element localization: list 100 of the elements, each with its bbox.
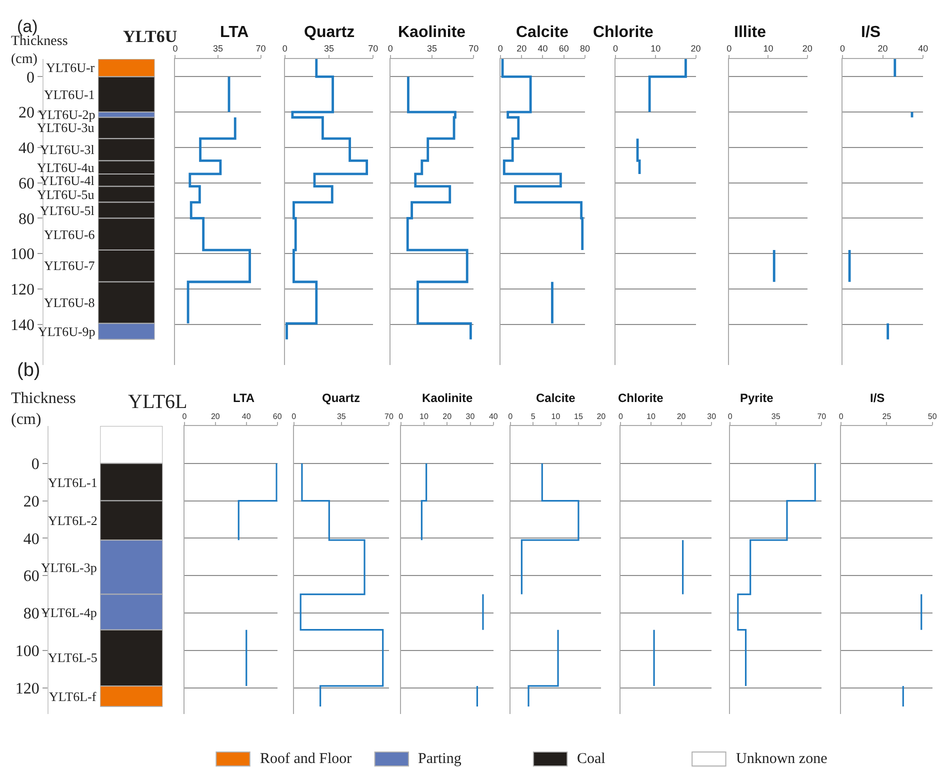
x-tick-label: 10 [650, 43, 661, 54]
series-label: YLT6U-5u [37, 187, 95, 202]
series-label: YLT6U-6 [44, 227, 96, 242]
x-tick-label: 0 [838, 412, 844, 421]
chart-title: LTA [233, 391, 255, 405]
y-tick-label: 120 [15, 680, 40, 698]
x-tick-label: 35 [212, 43, 224, 54]
x-tick-label: 40 [242, 412, 252, 421]
chart-title: Calcite [536, 391, 576, 405]
x-tick-label: 20 [878, 43, 888, 54]
x-tick-label: 0 [728, 412, 733, 421]
chart-title: Kaolinite [422, 391, 473, 405]
x-tick-label: 25 [882, 412, 892, 421]
chart-title: I/S [861, 24, 881, 41]
y-axis-title: Thickness (cm) [11, 390, 76, 428]
category-label: Unknown zone [736, 751, 828, 767]
series-label: YLT6L-4p [41, 605, 97, 620]
y-tick-label: 0 [26, 69, 34, 86]
category-label: Roof and Floor [260, 751, 352, 767]
x-tick-label: 35 [771, 412, 781, 421]
x-tick-label: 0 [508, 412, 514, 421]
x-tick-label: 15 [574, 412, 584, 421]
chart-title: Kaolinite [398, 24, 466, 41]
series-label: YLT6U-3l [40, 142, 95, 157]
x-tick-label: 0 [172, 43, 178, 54]
y-tick-label: 0 [31, 456, 40, 473]
y-tick-label: 100 [10, 246, 34, 264]
chart-title: Pyrite [740, 391, 774, 405]
x-tick-label: 5 [530, 412, 536, 421]
x-tick-label: 35 [336, 412, 346, 421]
chart-title: Quartz [322, 391, 360, 405]
x-tick-label: 0 [292, 412, 297, 421]
y-tick-label: 80 [18, 210, 34, 228]
series-label: YLT6L-3p [41, 560, 97, 575]
x-tick-label: 0 [498, 43, 503, 54]
category-label: Coal [577, 751, 606, 767]
x-tick-label: 0 [726, 43, 732, 54]
x-tick-label: 60 [272, 412, 282, 421]
y-tick-label: 20 [23, 493, 40, 510]
x-tick-label: 35 [427, 43, 438, 54]
x-tick-label: 0 [182, 412, 188, 421]
chart-title: YLT6L [128, 391, 188, 413]
series-label: YLT6U-5l [40, 203, 95, 218]
y-tick-label: 40 [23, 530, 40, 548]
chart-title: Chlorite [593, 24, 654, 41]
x-tick-label: 30 [466, 412, 476, 421]
series-label: YLT6U-8 [44, 295, 95, 310]
x-tick-label: 60 [558, 43, 569, 54]
y-tick-label: 80 [23, 606, 40, 623]
x-tick-label: 20 [676, 412, 686, 421]
x-tick-label: 40 [538, 43, 548, 54]
series-label: YLT6L-1 [48, 475, 98, 490]
category-label: Parting [418, 751, 462, 767]
x-tick-label: 0 [398, 412, 404, 421]
x-tick-label: 20 [802, 43, 812, 54]
y-tick-label: 60 [18, 175, 34, 192]
y-tick-label: 40 [18, 140, 34, 158]
series-label: YLT6U-2p [38, 107, 96, 122]
text: (a) [17, 17, 38, 36]
x-tick-label: 80 [580, 43, 590, 54]
x-tick-label: 30 [707, 412, 717, 421]
x-tick-label: 70 [817, 412, 827, 421]
x-tick-label: 70 [384, 412, 394, 421]
y-tick-label: 20 [18, 104, 34, 122]
chart-title: I/S [870, 391, 885, 405]
x-tick-label: 20 [210, 412, 220, 421]
x-tick-label: 35 [324, 43, 334, 54]
x-tick-label: 70 [368, 43, 378, 54]
x-tick-label: 10 [763, 43, 774, 54]
series-label: YLT6U-4u [37, 160, 95, 175]
x-tick-label: 70 [468, 43, 479, 54]
x-tick-label: 10 [646, 412, 656, 421]
x-tick-label: 0 [618, 412, 624, 421]
chart-title: Chlorite [618, 391, 664, 405]
x-tick-label: 20 [516, 43, 527, 54]
x-tick-label: 50 [928, 412, 938, 421]
series-label: YLT6L-2 [48, 513, 98, 528]
series-label: YLT6U-9p [38, 324, 96, 339]
chart-title: Quartz [304, 24, 355, 41]
chart-title: Illite [734, 24, 766, 41]
x-tick-label: 10 [420, 412, 430, 421]
y-tick-label: 60 [23, 568, 40, 586]
series-label: YLT6U-1 [44, 87, 95, 102]
series-label: YLT6U-7 [44, 258, 96, 273]
series-label: YLT6U-4l [40, 173, 95, 188]
x-tick-label: 0 [612, 43, 618, 54]
x-tick-label: 0 [840, 43, 845, 54]
x-tick-label: 0 [282, 43, 288, 54]
x-tick-label: 20 [596, 412, 606, 421]
x-tick-label: 10 [551, 412, 561, 421]
y-tick-label: 120 [10, 282, 34, 299]
x-tick-label: 0 [388, 43, 393, 54]
series-label: YLT6L-5 [48, 650, 98, 665]
chart-title: Calcite [516, 24, 569, 41]
chart-title: LTA [220, 24, 250, 41]
y-tick-label: 100 [15, 643, 40, 660]
series-label: YLT6L-f [49, 689, 97, 704]
y-tick-label: 140 [10, 316, 34, 334]
x-tick-label: 40 [918, 43, 928, 54]
x-tick-label: 70 [256, 43, 266, 54]
